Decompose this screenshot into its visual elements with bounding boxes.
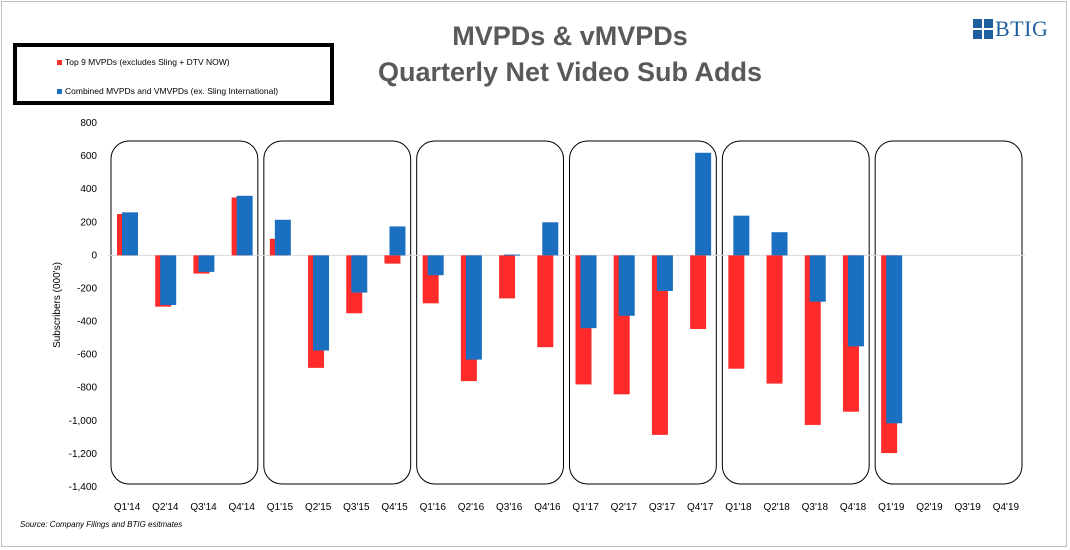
bar-combined: [580, 255, 597, 329]
bar-combined: [274, 219, 291, 256]
x-tick-label: Q2'18: [763, 502, 790, 513]
x-tick-label: Q2'15: [305, 502, 332, 513]
x-tick-label: Q3'18: [802, 502, 829, 513]
x-tick-label: Q4'16: [534, 502, 561, 513]
legend-label-top9: Top 9 MVPDs (excludes Sling + DTV NOW): [65, 57, 230, 67]
x-tick-label: Q4'19: [993, 502, 1020, 513]
bar-combined: [160, 255, 177, 305]
year-group-box: [110, 140, 259, 485]
bar-top9: [690, 255, 707, 329]
y-tick-label: 400: [80, 184, 97, 195]
bar-top9: [728, 255, 745, 369]
y-tick-label: -800: [77, 383, 97, 394]
y-tick-label: -1,200: [69, 449, 98, 460]
bar-combined: [504, 254, 521, 256]
bar-combined: [465, 255, 482, 360]
bar-combined: [236, 195, 253, 256]
chart-title: MVPDs & vMVPDs Quarterly Net Video Sub A…: [300, 18, 840, 90]
y-tick-label: 600: [80, 151, 97, 162]
x-tick-label: Q1'14: [114, 502, 141, 513]
legend-swatch-combined: [57, 88, 62, 94]
bar-combined: [886, 255, 903, 424]
bar-combined: [733, 215, 750, 256]
bar-combined: [542, 222, 559, 256]
bar-combined: [198, 255, 215, 272]
year-group-box: [416, 140, 564, 485]
year-group-box: [874, 140, 1023, 485]
year-group-box: [569, 140, 717, 485]
y-tick-label: -200: [77, 283, 97, 294]
bar-combined: [656, 255, 673, 291]
legend-label-combined: Combined MVPDs and VMVPDs (ex. Sling Int…: [65, 86, 279, 96]
btig-logo-text: BTIG: [995, 16, 1049, 41]
x-tick-label: Q1'19: [878, 502, 905, 513]
bar-combined: [771, 232, 788, 256]
y-tick-label: -600: [77, 350, 97, 361]
x-tick-label: Q2'14: [152, 502, 179, 513]
source-note: Source: Company Filings and BTIG esitmat…: [20, 520, 183, 529]
y-tick-label: 800: [80, 118, 97, 129]
btig-logo-icon: [973, 19, 993, 39]
chart-legend: Top 9 MVPDs (excludes Sling + DTV NOW) C…: [13, 43, 334, 105]
chart-title-line-1: MVPDs & vMVPDs: [452, 21, 688, 51]
bar-combined: [847, 255, 864, 347]
x-tick-label: Q1'16: [420, 502, 447, 513]
x-tick-label: Q2'17: [611, 502, 638, 513]
x-tick-label: Q4'14: [229, 502, 256, 513]
bar-top9: [537, 255, 554, 348]
bar-top9: [651, 255, 668, 435]
x-tick-label: Q1'17: [572, 502, 599, 513]
y-tick-label: -1,400: [69, 482, 98, 493]
x-tick-label: Q3'17: [649, 502, 676, 513]
x-tick-label: Q3'19: [955, 502, 982, 513]
y-axis-title: Subscribers (000's): [52, 262, 63, 348]
y-tick-label: -1,000: [69, 416, 98, 427]
x-tick-label: Q3'15: [343, 502, 370, 513]
bar-combined: [809, 255, 826, 302]
legend-swatch-top9: [57, 59, 62, 65]
y-tick-label: 200: [80, 217, 97, 228]
bar-combined: [427, 255, 444, 276]
bar-top9: [384, 255, 401, 264]
year-group-box: [263, 140, 412, 485]
x-tick-label: Q4'17: [687, 502, 714, 513]
btig-logo: BTIG: [973, 16, 1048, 42]
y-tick-label: 0: [91, 250, 97, 261]
x-tick-label: Q4'15: [381, 502, 408, 513]
x-tick-label: Q1'15: [267, 502, 294, 513]
x-tick-label: Q3'14: [190, 502, 217, 513]
chart-title-line-2: Quarterly Net Video Sub Adds: [377, 57, 763, 87]
legend-item-combined: Combined MVPDs and VMVPDs (ex. Sling Int…: [57, 86, 278, 96]
x-tick-label: Q2'19: [916, 502, 943, 513]
x-tick-label: Q3'16: [496, 502, 523, 513]
bar-combined: [618, 255, 635, 316]
x-tick-label: Q4'18: [840, 502, 867, 513]
y-tick-label: -400: [77, 317, 97, 328]
x-tick-label: Q1'18: [725, 502, 752, 513]
bar-combined: [351, 255, 368, 293]
legend-item-top9: Top 9 MVPDs (excludes Sling + DTV NOW): [57, 57, 230, 67]
bar-combined: [122, 212, 138, 256]
year-group-box: [721, 140, 870, 485]
bar-top9: [499, 255, 516, 299]
bar-combined: [389, 226, 406, 256]
bar-combined: [695, 152, 712, 256]
bar-combined: [313, 255, 330, 351]
bar-top9: [766, 255, 783, 384]
x-tick-label: Q2'16: [458, 502, 485, 513]
